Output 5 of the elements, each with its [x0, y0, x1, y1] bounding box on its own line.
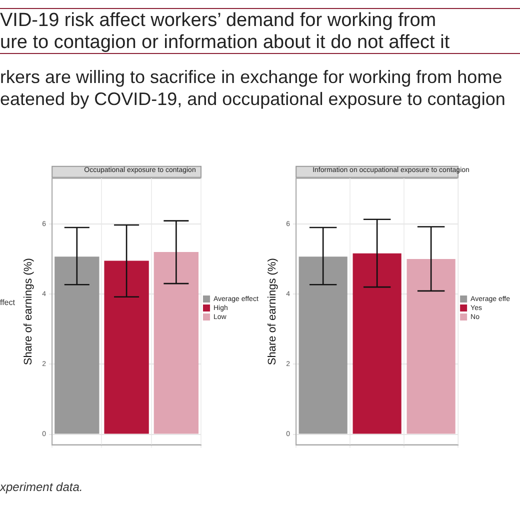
chart-subtitle: VID-19 risk affect workers’ demand for working from ure to contagion or information about it do not affect it — [0, 8, 520, 54]
text: rkers are willing to sacrifice in exchange for working from home eatened by COVID-19, and occupational exposure to contagion — [0, 66, 506, 110]
text: ffect — [0, 298, 15, 307]
y-axis-title: Share of earnings (%) — [266, 258, 279, 366]
y-axis-title: Share of earnings (%) — [22, 258, 35, 366]
